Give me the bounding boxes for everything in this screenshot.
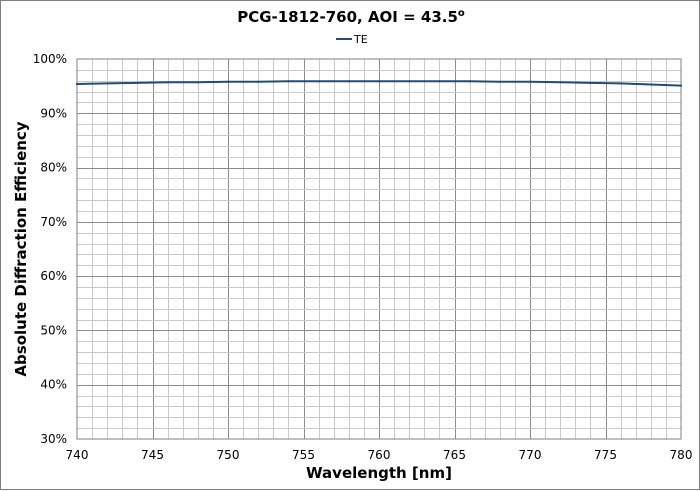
y-tick-label: 40% bbox=[40, 378, 67, 392]
data-point bbox=[649, 83, 652, 86]
x-tick-label: 770 bbox=[519, 448, 542, 462]
x-tick-label: 760 bbox=[368, 448, 391, 462]
y-axis-title: Absolute Diffraction Efficiency bbox=[12, 121, 30, 376]
legend: TE bbox=[336, 33, 368, 46]
data-point bbox=[679, 84, 683, 87]
y-tick-label: 30% bbox=[40, 432, 67, 446]
data-point bbox=[226, 80, 230, 83]
tick-labels: 740 745 750 755 760 765 770 775 780 30% 40% 50% 60% 7… bbox=[33, 52, 693, 462]
data-point bbox=[75, 82, 79, 86]
y-tick-label: 70% bbox=[40, 215, 67, 229]
data-point bbox=[136, 81, 139, 84]
data-point bbox=[196, 81, 199, 84]
data-point bbox=[287, 80, 290, 83]
data-point bbox=[619, 82, 622, 85]
x-axis-title: Wavelength [nm] bbox=[306, 464, 452, 482]
chart-title: PCG-1812-760, AOI = 43.5o bbox=[237, 8, 465, 26]
data-point bbox=[106, 82, 109, 85]
data-point bbox=[257, 80, 260, 83]
data-point bbox=[166, 81, 169, 84]
data-point bbox=[498, 80, 501, 83]
data-point bbox=[528, 80, 532, 83]
data-point bbox=[347, 80, 350, 83]
x-tick-label: 755 bbox=[292, 448, 315, 462]
x-tick-label: 745 bbox=[141, 448, 164, 462]
x-tick-label: 750 bbox=[217, 448, 240, 462]
x-tick-label: 775 bbox=[594, 448, 617, 462]
x-tick-label: 740 bbox=[66, 448, 89, 462]
plot-area-frame bbox=[76, 58, 682, 440]
y-tick-label: 50% bbox=[40, 323, 67, 337]
x-tick-label: 780 bbox=[670, 448, 693, 462]
series-layer bbox=[75, 80, 683, 87]
chart-title-degree: o bbox=[458, 8, 465, 19]
data-point bbox=[377, 80, 381, 83]
legend-label-te: TE bbox=[353, 33, 368, 46]
x-tick-label: 765 bbox=[443, 448, 466, 462]
chart-title-text: PCG-1812-760, AOI = 43.5 bbox=[237, 8, 458, 26]
data-point bbox=[408, 80, 411, 83]
data-point bbox=[468, 80, 471, 83]
y-tick-label: 90% bbox=[40, 106, 67, 120]
data-point bbox=[317, 80, 320, 83]
y-tick-label: 100% bbox=[33, 52, 67, 66]
data-point bbox=[589, 81, 592, 84]
grid bbox=[77, 59, 681, 439]
y-tick-label: 80% bbox=[40, 161, 67, 175]
y-tick-label: 60% bbox=[40, 269, 67, 283]
data-point bbox=[559, 81, 562, 84]
data-point bbox=[438, 80, 441, 83]
